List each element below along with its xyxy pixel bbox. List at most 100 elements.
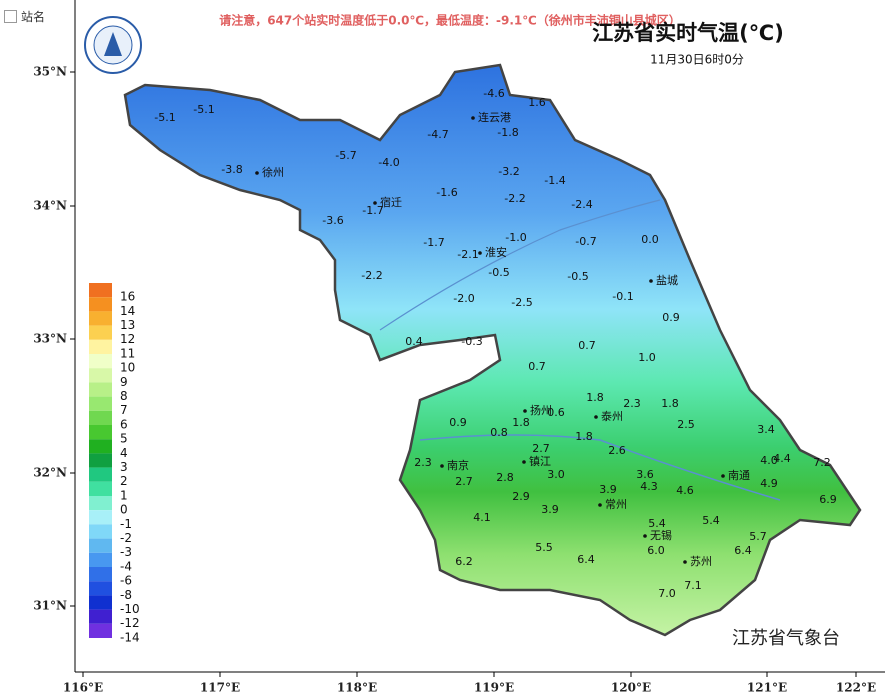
- station-value: 6.9: [819, 493, 837, 506]
- legend-label: -10: [120, 602, 140, 616]
- legend-swatch: [89, 552, 112, 567]
- legend-label: -6: [120, 574, 132, 588]
- legend-swatch: [89, 524, 112, 539]
- city-name: 徐州: [262, 165, 284, 179]
- station-value: 5.4: [648, 517, 666, 530]
- city-dot: [440, 464, 444, 468]
- legend-swatch: [89, 311, 112, 326]
- legend-label: 8: [120, 389, 128, 403]
- station-value: -2.4: [571, 198, 592, 211]
- checkbox[interactable]: [4, 10, 17, 23]
- city-dot: [522, 460, 526, 464]
- station-toggle[interactable]: 站名: [4, 8, 45, 25]
- station-value: -1.0: [505, 231, 526, 244]
- legend-label: -14: [120, 630, 140, 644]
- station-value: 5.7: [749, 530, 767, 543]
- city-dot: [594, 415, 598, 419]
- city-name: 常州: [605, 498, 627, 511]
- province-map: [123, 63, 862, 637]
- legend-label: 16: [120, 290, 135, 304]
- legend-swatch: [89, 283, 112, 298]
- station-value: -1.7: [423, 236, 444, 249]
- legend-label: 1: [120, 488, 128, 502]
- legend-label: 9: [120, 375, 128, 389]
- station-value: 0.7: [578, 339, 596, 352]
- legend-label: 14: [120, 304, 135, 318]
- legend-label: 6: [120, 417, 128, 431]
- station-value: -2.2: [504, 192, 525, 205]
- legend-label: 10: [120, 361, 135, 375]
- city-dot: [643, 534, 647, 538]
- legend-label: -3: [120, 545, 132, 559]
- station-value: 4.9: [760, 477, 778, 490]
- station-value: 1.8: [661, 397, 679, 410]
- legend-swatch: [89, 410, 112, 425]
- legend-label: 7: [120, 403, 128, 417]
- legend-label: 4: [120, 446, 128, 460]
- legend-swatch: [89, 581, 112, 596]
- city-dot: [598, 503, 602, 507]
- city-name: 盐城: [656, 274, 678, 287]
- legend-swatch: [89, 623, 112, 638]
- station-value: -3.2: [498, 165, 519, 178]
- legend-label: -2: [120, 531, 132, 545]
- legend-label: 2: [120, 474, 128, 488]
- station-value: 3.9: [599, 483, 617, 496]
- station-value: 2.6: [608, 444, 626, 457]
- station-value: -1.8: [497, 126, 518, 139]
- city-dot: [721, 474, 725, 478]
- lon-label: 122°E: [836, 681, 876, 695]
- station-value: 3.0: [547, 468, 565, 481]
- city-name: 南京: [447, 458, 469, 472]
- legend-swatch: [89, 510, 112, 525]
- lon-label: 121°E: [747, 681, 787, 695]
- river: [419, 434, 781, 501]
- lon-label: 120°E: [611, 681, 651, 695]
- legend-label: 0: [120, 503, 128, 517]
- station-value: 3.6: [636, 468, 654, 481]
- station-value: 2.8: [496, 471, 514, 484]
- legend-swatch: [89, 297, 112, 312]
- legend-swatch: [89, 538, 112, 553]
- station-value: 0.9: [662, 311, 680, 324]
- footer: 江苏省气象台: [732, 628, 840, 649]
- station-value: 5.4: [702, 514, 720, 527]
- legend-swatch: [89, 354, 112, 369]
- city-name: 泰州: [601, 409, 623, 423]
- canal: [379, 199, 661, 331]
- station-value: 2.7: [455, 475, 473, 488]
- lat-label: 31°N: [33, 599, 67, 613]
- station-value: -4.6: [483, 87, 504, 100]
- city-name: 无锡: [650, 528, 672, 542]
- station-value: 1.8: [575, 430, 593, 443]
- station-value: -0.5: [567, 270, 588, 283]
- legend-swatch: [89, 439, 112, 454]
- legend-label: -4: [120, 559, 132, 573]
- station-value: -2.1: [457, 248, 478, 261]
- station-value: 0.6: [547, 406, 565, 419]
- station-value: -0.5: [488, 266, 509, 279]
- city-dot: [255, 171, 259, 175]
- toggle-label: 站名: [21, 10, 46, 24]
- station-value: -1.4: [544, 174, 565, 187]
- title: 江苏省实时气温(℃): [592, 21, 784, 45]
- lat-label: 34°N: [33, 199, 67, 213]
- station-value: 6.0: [647, 544, 665, 557]
- station-value: -4.0: [378, 156, 399, 169]
- legend-swatch: [89, 609, 112, 624]
- station-value: -2.5: [511, 296, 532, 309]
- station-value: 0.8: [490, 426, 508, 439]
- station-value: 6.2: [455, 555, 473, 568]
- legend-swatch: [89, 382, 112, 397]
- station-value: -3.8: [221, 163, 242, 176]
- station-value: -4.7: [427, 128, 448, 141]
- station-value: 4.6: [676, 484, 694, 497]
- station-value: 0.7: [528, 360, 546, 373]
- notice: 请注意，647个站实时温度低于0.0℃，最低温度：-9.1℃（徐州市丰沛铜山县城…: [219, 13, 681, 28]
- legend-swatch: [89, 339, 112, 354]
- legend-label: -12: [120, 616, 140, 630]
- city-name: 镇江: [529, 454, 551, 468]
- lat-label: 32°N: [33, 466, 67, 480]
- station-value: 2.9: [512, 490, 530, 503]
